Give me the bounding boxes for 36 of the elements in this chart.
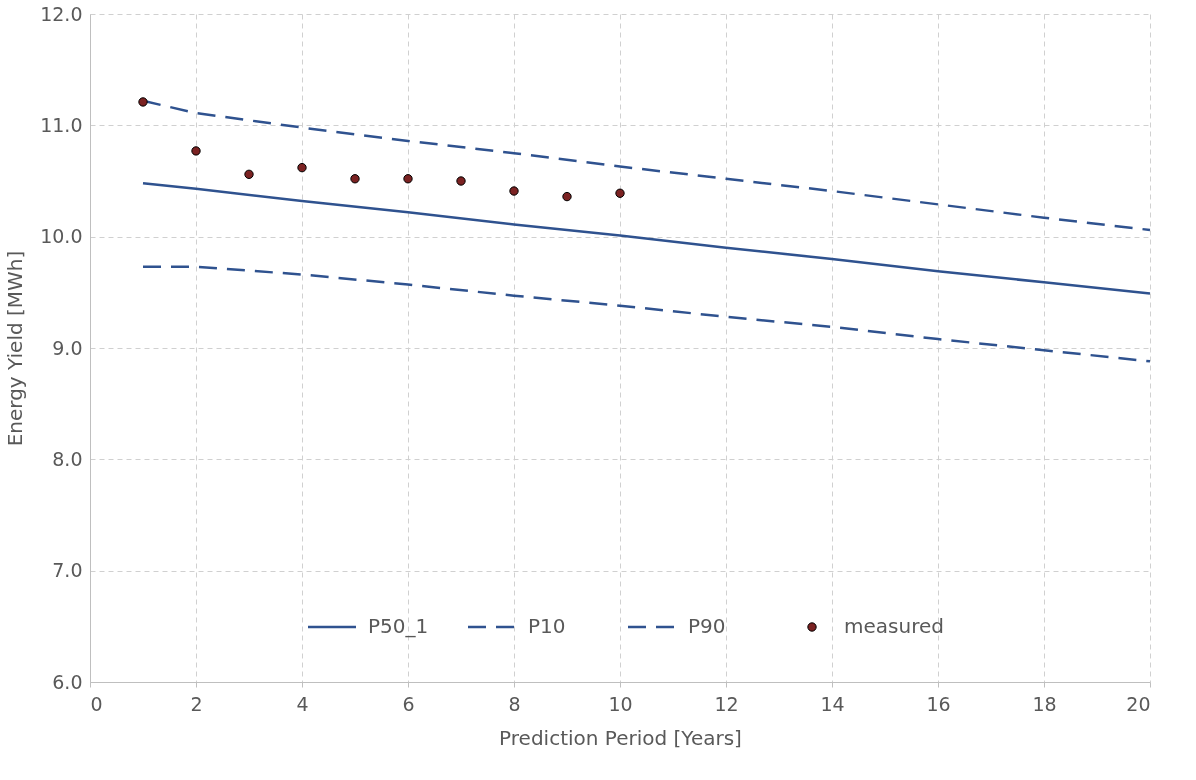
- point: [403, 174, 413, 184]
- point: [615, 188, 625, 198]
- y-tick-label: 12.0: [40, 2, 83, 25]
- legend-label: P90: [688, 614, 726, 638]
- legend-label: measured: [844, 614, 944, 638]
- legend-label: P50_1: [368, 614, 429, 638]
- x-tick-label: 0: [90, 692, 103, 715]
- point: [191, 146, 201, 156]
- x-tick-label: 8: [508, 692, 521, 715]
- line-series: [141, 181, 1152, 295]
- point: [562, 191, 572, 202]
- x-tick-label: 2: [190, 692, 203, 715]
- x-tick-label: 6: [402, 692, 415, 715]
- x-tick-label: 18: [1032, 692, 1057, 715]
- y-tick-label: 9.0: [52, 336, 83, 359]
- y-tick-label: 8.0: [52, 447, 83, 470]
- y-tick-label: 7.0: [52, 559, 83, 582]
- point: [509, 186, 519, 196]
- line-series: [141, 265, 1152, 363]
- x-tick-label: 4: [296, 692, 309, 715]
- x-tick-label: 14: [820, 692, 845, 715]
- legend-label: P10: [528, 614, 566, 638]
- point: [244, 169, 254, 179]
- x-axis-title: Prediction Period [Years]: [499, 725, 742, 750]
- point: [350, 174, 360, 184]
- y-tick-label: 10.0: [40, 225, 83, 248]
- point: [456, 176, 466, 186]
- y-tick-label: 6.0: [52, 670, 83, 693]
- y-tick-label: 11.0: [40, 113, 83, 136]
- point: [297, 162, 307, 173]
- x-tick-label: 20: [1126, 692, 1151, 715]
- point: [138, 97, 148, 107]
- x-tick-label: 10: [608, 692, 633, 715]
- y-axis-title: Energy Yield [MWh]: [3, 250, 28, 447]
- x-tick-label: 12: [714, 692, 739, 715]
- x-tick-label: 16: [926, 692, 951, 715]
